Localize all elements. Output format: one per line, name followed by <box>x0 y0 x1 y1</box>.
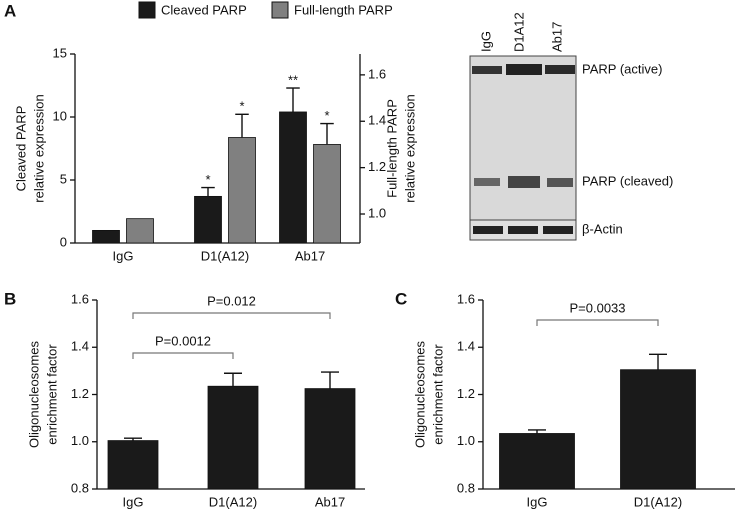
y-tick-label: 1.4 <box>71 339 89 354</box>
significance-bracket <box>536 319 659 326</box>
blot-lane-label: IgG <box>478 31 493 52</box>
y-tick-label: 0.8 <box>71 480 89 495</box>
bar <box>207 385 259 490</box>
p-value-label: P=0.012 <box>207 293 256 308</box>
y2-tick-label: 1.2 <box>368 159 386 174</box>
western-blot <box>469 55 577 241</box>
significance-bracket <box>132 312 331 319</box>
blot-lane-label: Ab17 <box>549 22 564 52</box>
bar <box>126 218 154 244</box>
y-axis-label: Oligonucleosomes <box>412 341 427 448</box>
y-axis-label: enrichment factor <box>44 344 59 445</box>
x-tick-label: Ab17 <box>295 248 325 263</box>
y-tick-label: 1.0 <box>457 433 475 448</box>
x-tick-label: IgG <box>527 494 548 509</box>
legend-label: Cleaved PARP <box>161 2 247 17</box>
y-tick-label: 1.6 <box>457 291 475 306</box>
significance-label: * <box>205 172 210 187</box>
p-value-label: P=0.0033 <box>569 300 625 315</box>
y-axis-label: Cleaved PARP <box>13 106 28 192</box>
blot-band <box>508 176 540 188</box>
y-tick-label: 0 <box>60 234 67 249</box>
y-axis-label: relative expression <box>31 94 46 202</box>
y-tick-label: 1.2 <box>71 386 89 401</box>
y2-tick-label: 1.4 <box>368 113 386 128</box>
blot-band <box>472 66 502 74</box>
x-tick-label: IgG <box>123 494 144 509</box>
x-tick-label: IgG <box>113 248 134 263</box>
y-tick-label: 1.2 <box>457 386 475 401</box>
y-tick-label: 1.0 <box>71 433 89 448</box>
y2-tick-label: 1.6 <box>368 66 386 81</box>
y2-tick-label: 1.0 <box>368 205 386 220</box>
blot-band <box>547 178 573 187</box>
significance-bracket <box>132 352 234 359</box>
significance-label: ** <box>288 72 298 87</box>
blot-band-label: β-Actin <box>582 221 623 236</box>
panel-label: B <box>4 289 16 308</box>
bar <box>620 369 696 490</box>
legend-swatch <box>271 1 289 19</box>
bar <box>279 111 307 244</box>
y-tick-label: 1.6 <box>71 291 89 306</box>
legend-swatch <box>138 1 156 19</box>
y-tick-label: 0.8 <box>457 480 475 495</box>
blot-band <box>543 226 573 234</box>
blot-band <box>474 178 500 186</box>
bar <box>92 229 120 244</box>
y-tick-label: 5 <box>60 171 67 186</box>
blot-band <box>545 65 575 74</box>
x-tick-label: D1(A12) <box>201 248 249 263</box>
y-tick-label: 1.4 <box>457 339 475 354</box>
panel-label: A <box>4 1 16 20</box>
bar <box>107 440 159 490</box>
blot-membrane <box>469 55 577 239</box>
y2-axis-label: Full-length PARP <box>384 99 399 198</box>
bar <box>304 388 356 490</box>
y-tick-label: 15 <box>53 45 67 60</box>
x-tick-label: D1(A12) <box>634 494 682 509</box>
blot-band <box>508 226 538 234</box>
blot-band <box>506 64 542 75</box>
y-axis-label: enrichment factor <box>430 344 445 445</box>
significance-label: * <box>239 99 244 114</box>
legend-label: Full-length PARP <box>294 2 393 17</box>
panel-label: C <box>395 289 407 308</box>
blot-band-label: PARP (active) <box>582 61 662 76</box>
bar <box>499 433 575 490</box>
bar <box>228 137 256 244</box>
blot-lane-label: D1A12 <box>511 12 526 52</box>
bar <box>313 144 341 244</box>
bar <box>194 195 222 244</box>
y-axis-label: Oligonucleosomes <box>26 341 41 448</box>
x-tick-label: Ab17 <box>315 494 345 509</box>
y2-axis-label: relative expression <box>402 94 417 202</box>
p-value-label: P=0.0012 <box>155 333 211 348</box>
y-tick-label: 10 <box>53 108 67 123</box>
blot-band-label: PARP (cleaved) <box>582 173 673 188</box>
x-tick-label: D1(A12) <box>209 494 257 509</box>
significance-label: * <box>324 108 329 123</box>
blot-band <box>473 226 503 234</box>
